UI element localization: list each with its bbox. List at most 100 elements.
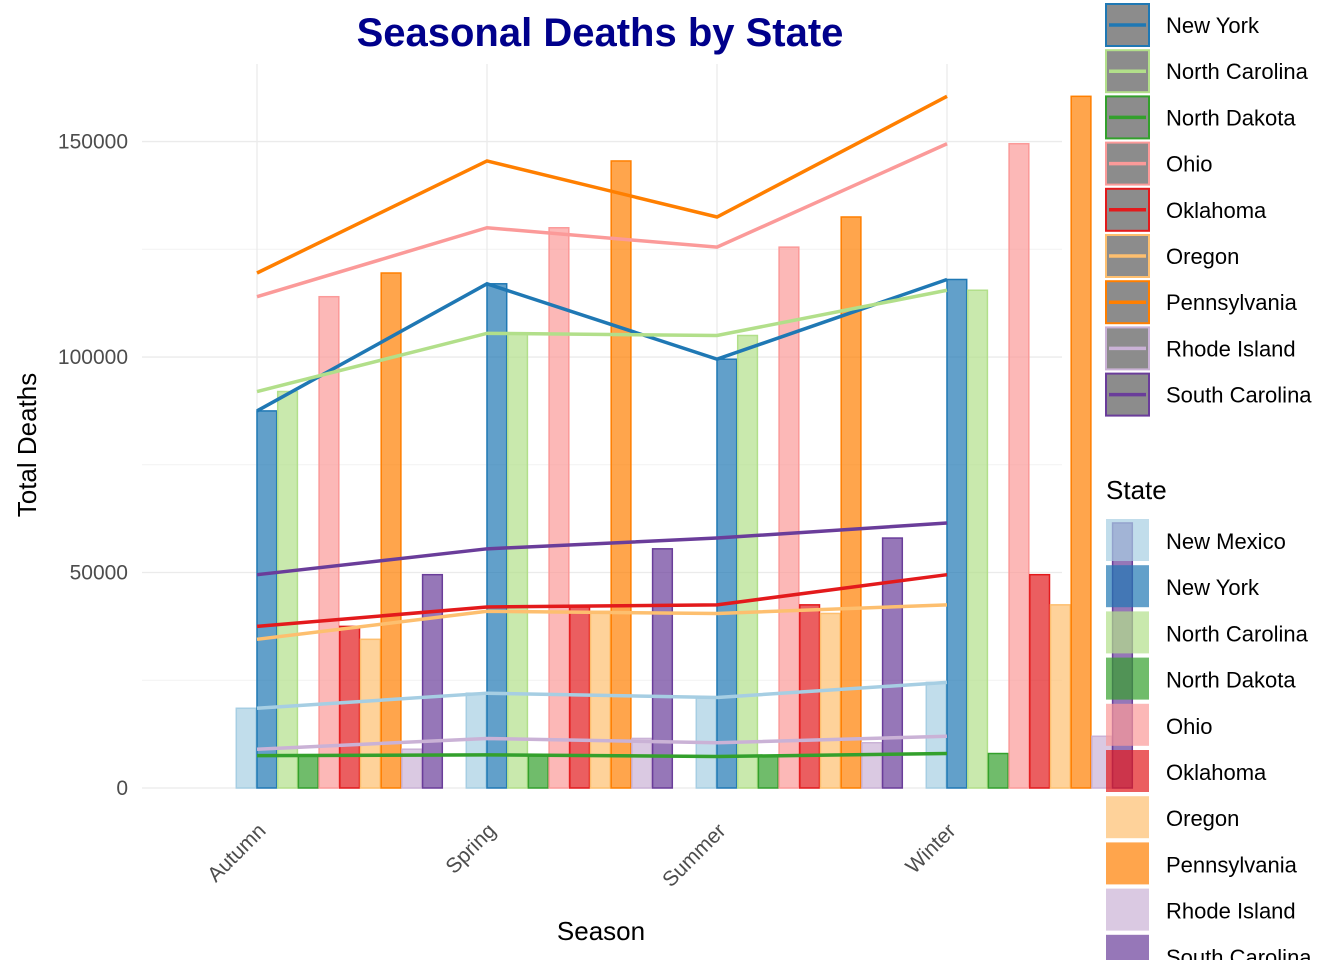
legend-bar-label: South Carolina bbox=[1166, 945, 1312, 960]
legend-bar-item-pennsylvania: Pennsylvania bbox=[1106, 842, 1298, 885]
bar-pennsylvania-summer bbox=[840, 216, 862, 789]
bar-oklahoma-spring bbox=[569, 606, 591, 789]
legend-line-item-new-york: New York bbox=[1105, 3, 1260, 47]
legend-bar-label: Oregon bbox=[1166, 806, 1239, 831]
y-tick-label: 100000 bbox=[58, 346, 128, 369]
bar-rhode-island-autumn bbox=[401, 748, 423, 789]
bar-ohio-winter bbox=[1008, 142, 1030, 789]
bar-oklahoma-summer bbox=[799, 604, 821, 789]
legend-bar-key bbox=[1106, 611, 1149, 654]
bar-new-york-spring bbox=[486, 283, 508, 789]
legend-bar-label: North Carolina bbox=[1166, 621, 1309, 646]
legend-line-label: Ohio bbox=[1166, 152, 1212, 177]
bar-rhode-island-summer bbox=[861, 742, 883, 789]
legend-line-label: Oregon bbox=[1166, 244, 1239, 269]
y-tick-label: 150000 bbox=[58, 131, 128, 154]
bar-north-carolina-summer bbox=[736, 334, 759, 789]
bar-ohio-spring bbox=[548, 227, 570, 789]
x-tick-label-winter: Winter bbox=[901, 819, 960, 878]
legend-bar-item-rhode-island: Rhode Island bbox=[1106, 888, 1296, 931]
bar-south-carolina-spring bbox=[651, 548, 674, 789]
bar-south-carolina-summer bbox=[881, 537, 904, 789]
line-new-mexico bbox=[256, 680, 948, 711]
bar-north-dakota-summer bbox=[757, 755, 779, 789]
legend-bar-item-north-carolina: North Carolina bbox=[1106, 611, 1309, 654]
y-tick-label: 50000 bbox=[70, 562, 128, 585]
legend-line-item-north-dakota: North Dakota bbox=[1105, 95, 1296, 140]
legend-bar-item-new-york: New York bbox=[1106, 565, 1260, 608]
legend-line-item-oklahoma: Oklahoma bbox=[1105, 187, 1267, 232]
line-oregon bbox=[256, 603, 948, 642]
legend-line-item-ohio: Ohio bbox=[1105, 141, 1212, 186]
line-oklahoma bbox=[256, 572, 948, 629]
legend-line-label: North Carolina bbox=[1166, 59, 1309, 84]
line-rhode-island bbox=[256, 734, 948, 751]
bar-oregon-summer bbox=[819, 612, 841, 789]
line-south-carolina bbox=[256, 521, 948, 577]
legend-line-item-rhode-island: Rhode Island bbox=[1105, 326, 1296, 371]
legend-line-label: Pennsylvania bbox=[1166, 290, 1298, 315]
bar-south-carolina-winter bbox=[1111, 522, 1134, 789]
legend-bar-label: Oklahoma bbox=[1166, 760, 1267, 785]
bar-north-carolina-autumn bbox=[276, 390, 299, 789]
legend-line-label: Oklahoma bbox=[1166, 198, 1267, 223]
legend-line-label: South Carolina bbox=[1166, 383, 1312, 408]
legend-bar-key bbox=[1106, 519, 1149, 561]
bar-oregon-spring bbox=[589, 610, 611, 789]
series-lines bbox=[256, 94, 948, 759]
bar-north-dakota-winter bbox=[987, 752, 1009, 789]
legend-bars: State New Mexico New York North Carolina Nor… bbox=[1106, 475, 1312, 960]
y-axis-title: Total Deaths bbox=[12, 373, 42, 518]
legend-bar-item-north-dakota: North Dakota bbox=[1106, 657, 1296, 700]
legend-bar-key bbox=[1106, 842, 1149, 885]
legend-bar-label: New York bbox=[1166, 575, 1260, 600]
bar-ohio-summer bbox=[778, 246, 800, 789]
bar-new-mexico-autumn bbox=[235, 707, 257, 789]
x-tick-label-spring: Spring bbox=[441, 819, 500, 878]
legend-bar-label: Rhode Island bbox=[1166, 899, 1296, 924]
line-new-york bbox=[256, 277, 948, 413]
line-north-dakota bbox=[256, 751, 948, 759]
bar-north-carolina-winter bbox=[966, 289, 989, 789]
legend-bar-label: Pennsylvania bbox=[1166, 852, 1298, 877]
bar-oklahoma-autumn bbox=[339, 625, 361, 789]
bar-pennsylvania-winter bbox=[1070, 95, 1092, 789]
bar-new-york-summer bbox=[716, 358, 738, 789]
bar-oregon-winter bbox=[1049, 604, 1071, 789]
legend-lines: New York North Carolina North Dakota Ohio Ok… bbox=[1105, 3, 1312, 417]
bar-pennsylvania-autumn bbox=[380, 272, 402, 789]
line-north-carolina bbox=[256, 288, 948, 394]
legend-line-label: North Dakota bbox=[1166, 105, 1296, 130]
legend-bar-item-oklahoma: Oklahoma bbox=[1106, 750, 1267, 792]
bar-new-york-autumn bbox=[256, 410, 278, 789]
legend-bar-item-new-mexico: New Mexico bbox=[1106, 519, 1286, 561]
bars bbox=[235, 95, 1134, 789]
legend-bar-item-south-carolina: South Carolina bbox=[1106, 934, 1312, 960]
x-tick-label-autumn: Autumn bbox=[203, 819, 270, 886]
legend-line-label: Rhode Island bbox=[1166, 336, 1296, 361]
bar-north-dakota-spring bbox=[527, 754, 549, 789]
legend-bar-item-oregon: Oregon bbox=[1106, 796, 1239, 839]
legend-bar-label: Ohio bbox=[1166, 714, 1212, 739]
x-axis-title: Season bbox=[557, 916, 645, 946]
legend-bar-label: New Mexico bbox=[1166, 529, 1286, 554]
bar-oklahoma-winter bbox=[1029, 573, 1051, 789]
line-pennsylvania bbox=[256, 94, 948, 275]
legend-bar-label: North Dakota bbox=[1166, 668, 1296, 693]
bar-pennsylvania-spring bbox=[610, 160, 632, 789]
legend-bar-item-ohio: Ohio bbox=[1106, 703, 1212, 746]
legend-line-label: New York bbox=[1166, 13, 1260, 38]
legend-bar-key bbox=[1106, 888, 1149, 931]
legend-bar-key bbox=[1106, 657, 1149, 700]
y-axis-ticks: 0 50000 100000 150000 bbox=[58, 131, 128, 800]
legend-line-item-north-carolina: North Carolina bbox=[1105, 49, 1309, 94]
legend-bar-key bbox=[1106, 934, 1149, 960]
legend-bar-key bbox=[1106, 750, 1149, 792]
legend-bar-key bbox=[1106, 565, 1149, 608]
bar-new-york-winter bbox=[946, 278, 968, 789]
y-tick-label: 0 bbox=[116, 777, 128, 800]
legend-line-item-oregon: Oregon bbox=[1105, 234, 1239, 278]
legend-line-item-south-carolina: South Carolina bbox=[1105, 372, 1312, 417]
chart-title: Seasonal Deaths by State bbox=[357, 11, 844, 55]
